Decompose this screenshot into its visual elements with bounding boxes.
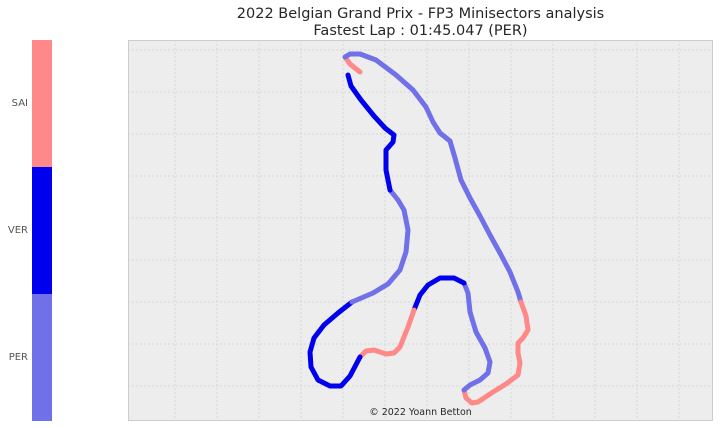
chart-title-line-2: Fastest Lap : 01:45.047 (PER) [313,23,528,39]
chart-title: 2022 Belgian Grand Prix - FP3 Minisector… [128,6,713,40]
track-segment-ver-9 [345,72,397,193]
legend-label-sai: SAI [11,97,28,109]
track-segment-per-2 [342,51,524,305]
chart-title-line-1: 2022 Belgian Grand Prix - FP3 Minisector… [236,6,605,22]
legend-segment-ver [32,167,52,294]
legend-label-per: PER [8,351,28,363]
track-segment-ver-5 [411,275,467,313]
track-segment-ver-7 [307,299,363,389]
grid-lines [128,40,713,421]
track-segment-sai-6 [357,307,417,360]
legend-label-ver: VER [7,224,28,236]
track-segment-sai-3 [461,299,531,406]
track-segment-per-4 [461,280,493,393]
credit-text: © 2022 Yoann Betton [369,407,472,418]
legend-colorbar [32,40,52,421]
legend-segment-per [32,294,52,421]
track-layer [307,51,531,406]
track-segment-sai-1 [342,54,363,75]
track-plot [128,40,713,421]
legend-segment-sai [32,40,52,167]
track-segment-per-8 [349,187,411,305]
